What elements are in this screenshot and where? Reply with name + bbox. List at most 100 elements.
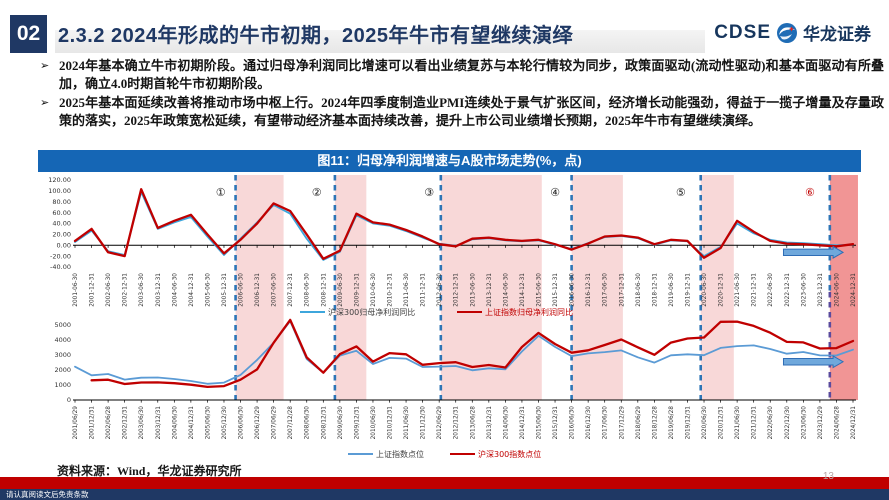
trend-arrow-icon: [782, 355, 845, 369]
x-tick-label: 2015/12/31: [553, 406, 559, 440]
x-tick-label: 2002-06-30: [106, 273, 112, 307]
x-tick-label: 2023/12/29: [818, 406, 824, 440]
x-tick-label: 2008-12-31: [321, 273, 327, 307]
footer-disclaimer-bar: 请认真阅读文后免责条款: [0, 489, 889, 500]
x-tick-label: 2014-06-30: [503, 273, 509, 307]
x-tick-label: 2001/12/31: [90, 406, 96, 440]
x-tick-label: 2005-12-31: [222, 273, 228, 307]
x-tick-label: 2002/06/28: [106, 406, 112, 440]
phase-circle-label: ①: [216, 186, 226, 199]
x-tick-label: 2016-12-31: [586, 273, 592, 307]
x-tick-label: 2003-12-31: [156, 273, 162, 307]
page-number: 13: [822, 471, 834, 482]
phase-circle-label: ②: [312, 186, 322, 199]
x-tick-label: 2024/12/31: [851, 406, 857, 440]
x-tick-label: 2004/06/30: [172, 406, 178, 440]
x-tick-label: 2012/06/29: [437, 406, 443, 440]
figure-charts: 120.00 100.00 80.00 60.00 40.00 20.00 0.00 -20.…: [48, 175, 858, 459]
x-tick-label: 2006-06-30: [239, 273, 245, 307]
x-tick-label: 2001-12-31: [90, 273, 96, 307]
y-tick-label: 5000: [54, 321, 71, 329]
profit-growth-chart: 120.00 100.00 80.00 60.00 40.00 20.00 0.00 -20.…: [48, 176, 857, 307]
x-tick-label: 2020/06/30: [702, 406, 708, 440]
phase-circle-label: ④: [550, 186, 560, 199]
x-tick-label: 2014/12/31: [520, 406, 526, 440]
x-tick-label: 2019/12/31: [685, 406, 691, 440]
x-tick-label: 2003/06/30: [139, 406, 145, 440]
x-tick-label: 2018/12/28: [652, 406, 658, 440]
x-tick-label: 2009-06-30: [338, 273, 344, 307]
bullet-text: 2025年基本面延续改善将推动市场中枢上行。2024年四季度制造业PMI连续处于…: [59, 94, 884, 129]
phase-band: [571, 175, 623, 400]
x-tick-label: 2008/06/30: [305, 406, 311, 440]
annotations: ① ② ③ ④ ⑤ ⑥: [216, 186, 845, 369]
x-tick-label: 2007-06-30: [272, 273, 278, 307]
footer-red-stripe: [0, 477, 889, 489]
phase-circle-label: ⑥: [805, 186, 815, 199]
x-tick-label: 2010-12-31: [388, 273, 394, 307]
x-tick-label: 2020-06-30: [702, 273, 708, 307]
x-tick-label: 2011/12/30: [421, 406, 427, 440]
y-tick-label: 20.00: [52, 231, 71, 239]
x-tick-label: 2018-06-30: [636, 273, 642, 307]
x-tick-label: 2002/12/31: [123, 406, 129, 440]
x-tick-label: 2016/06/30: [570, 406, 576, 440]
x-tick-label: 2017/12/29: [619, 406, 625, 440]
x-tick-label: 2012-06-30: [437, 273, 443, 307]
legend-label-sse-index: 上证指数点位: [376, 449, 424, 459]
x-tick-label: 2017/06/30: [603, 406, 609, 440]
x-tick-label: 2018/06/29: [636, 406, 642, 440]
x-tick-label: 2003/12/31: [156, 406, 162, 440]
legend-label-csi300-profit: 沪深300归母净利润同比: [328, 307, 415, 317]
y-tick-label: 2000: [54, 366, 71, 374]
legend-label-sse-profit: 上证指数归母净利润同比: [485, 307, 573, 317]
x-tick-label: 2010/06/30: [371, 406, 377, 440]
x-tick-label: 2022-06-30: [768, 273, 774, 307]
company-logo: CDSE 华龙证券: [714, 20, 871, 45]
x-tick-label: 2001-06-30: [73, 273, 79, 307]
bullet-arrow-icon: ➢: [40, 95, 50, 109]
y-tick-label: 0.00: [57, 241, 71, 249]
legend-label-csi300-index: 沪深300指数点位: [478, 449, 541, 459]
x-tick-label: 2007/06/29: [272, 406, 278, 440]
x-tick-label: 2005-06-30: [205, 273, 211, 307]
x-tick-label: 2008-06-30: [305, 273, 311, 307]
x-tick-label: 2009/12/31: [354, 406, 360, 440]
x-tick-label: 2010/12/31: [388, 406, 394, 440]
x-tick-label: 2021-12-31: [752, 273, 758, 307]
x-tick-label: 2016-06-30: [570, 273, 576, 307]
page-title: 2.3.2 2024年形成的牛市初期，2025年牛市有望继续演绎: [58, 25, 574, 47]
y-tick-label: 40.00: [52, 220, 71, 228]
y-tick-label: -40.00: [50, 263, 71, 271]
x-tick-label: 2021/06/30: [735, 406, 741, 440]
x-tick-label: 2006/06/30: [239, 406, 245, 440]
x-tick-label: 2020-12-31: [719, 273, 725, 307]
series-沪深300指数点位: [90, 318, 855, 389]
x-tick-label: 2004/12/31: [189, 406, 195, 440]
x-tick-label: 2007-12-31: [288, 273, 294, 307]
y-tick-label: 1000: [54, 381, 71, 389]
section-number-badge: 02: [10, 15, 47, 53]
x-tick-label: 2012/12/31: [454, 406, 460, 440]
x-tick-label: 2005/06/30: [205, 406, 211, 440]
bullet-text: 2024年基本确立牛市初期阶段。通过归母净利润同比增速可以看出业绩复苏与本轮行情…: [59, 58, 884, 92]
x-tick-label: 2002-12-31: [123, 273, 129, 307]
plots: 120.00 100.00 80.00 60.00 40.00 20.00 0.00 -20.…: [48, 176, 857, 439]
x-tick-label: 2022/12/30: [785, 406, 791, 440]
source-attribution: 资料来源：Wind，华龙证券研究所: [57, 464, 242, 478]
x-tick-label: 2022-12-31: [785, 273, 791, 307]
x-tick-label: 2005/12/30: [222, 406, 228, 440]
phase-circle-label: ③: [424, 186, 434, 199]
series-上证指数点位: [74, 320, 854, 385]
x-tick-label: 2013-06-30: [470, 273, 476, 307]
figure-title-bar: 图11：归母净利润增速与A股市场走势(%，点): [38, 150, 861, 172]
y-tick-label: 120.00: [48, 176, 71, 184]
x-tick-label: 2023-06-30: [801, 273, 807, 307]
upper-chart-legend: 沪深300归母净利润同比 上证指数归母净利润同比: [300, 307, 573, 317]
phase-band: [700, 175, 734, 400]
x-tick-label: 2001/06/29: [73, 406, 79, 440]
x-tick-label: 2024/06/28: [834, 406, 840, 440]
x-tick-label: 2024-12-31: [851, 273, 857, 307]
x-tick-label: 2021-06-30: [735, 273, 741, 307]
